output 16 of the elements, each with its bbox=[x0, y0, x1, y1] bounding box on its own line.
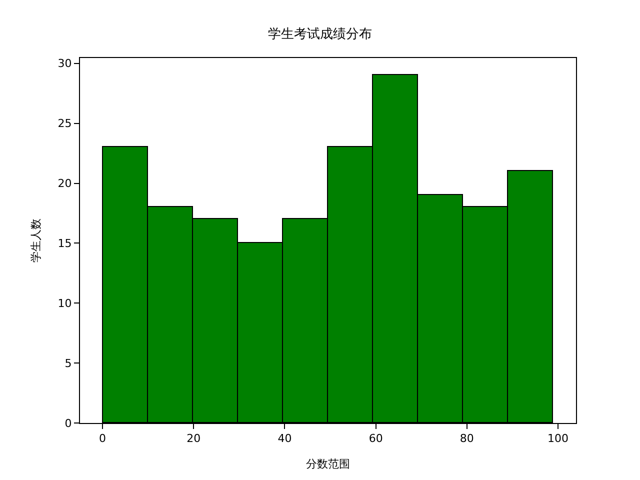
x-axis-title: 分数范围 bbox=[306, 457, 350, 470]
x-tick-label: 20 bbox=[186, 432, 201, 446]
y-tick-label: 0 bbox=[64, 416, 72, 430]
y-tick-label: 5 bbox=[64, 356, 72, 370]
x-tick-label: 100 bbox=[548, 432, 569, 446]
y-tick-label: 25 bbox=[58, 117, 72, 130]
chart-title: 学生考试成绩分布 bbox=[268, 26, 372, 42]
y-tick-label: 10 bbox=[58, 296, 72, 310]
x-tick-label: 60 bbox=[368, 432, 383, 446]
y-tick-label: 20 bbox=[58, 177, 72, 190]
x-tick-label: 80 bbox=[460, 432, 474, 446]
y-tick-label: 30 bbox=[58, 57, 72, 70]
x-tick-label: 0 bbox=[99, 432, 106, 446]
y-axis-title: 学生人数 bbox=[29, 218, 42, 262]
y-tick-label: 15 bbox=[58, 237, 72, 250]
x-tick-label: 40 bbox=[278, 432, 292, 446]
